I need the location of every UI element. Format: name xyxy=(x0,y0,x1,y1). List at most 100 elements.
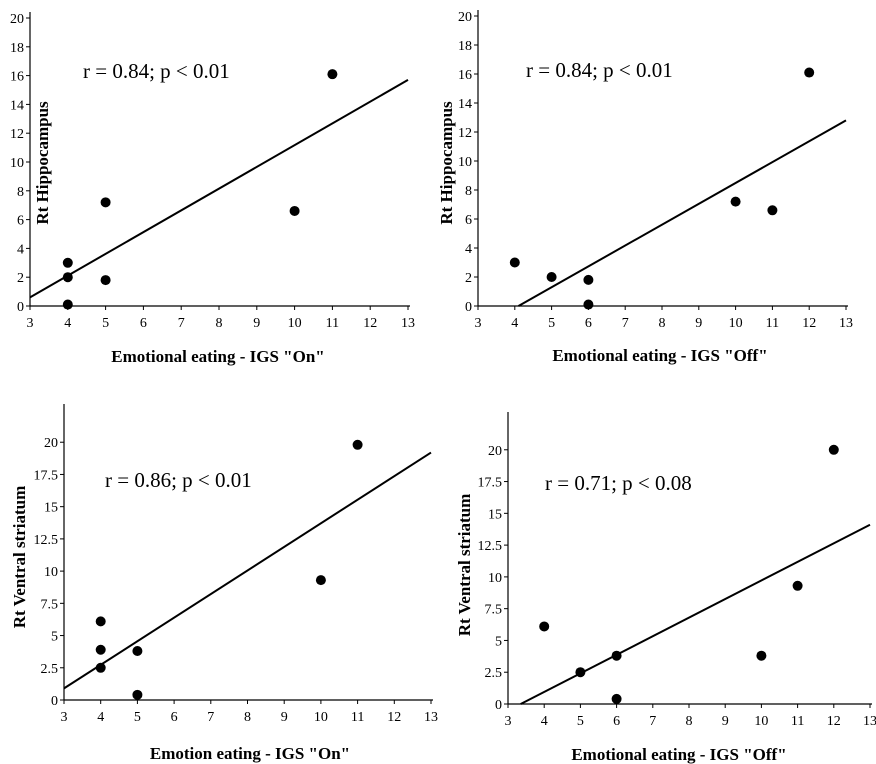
data-point xyxy=(828,444,839,455)
x-tick-label: 7 xyxy=(178,316,185,331)
y-tick-label: 7.5 xyxy=(485,603,503,618)
x-tick-label: 10 xyxy=(729,316,743,331)
y-tick-label: 14 xyxy=(10,98,24,113)
y-tick-label: 0 xyxy=(465,300,472,315)
y-tick-label: 20 xyxy=(488,444,502,459)
y-tick-label: 18 xyxy=(458,39,472,54)
y-tick-label: 16 xyxy=(458,68,472,83)
y-tick-label: 0 xyxy=(495,698,502,713)
regression-line xyxy=(517,119,847,307)
y-tick-label: 12.5 xyxy=(34,533,59,548)
y-tick-label: 15 xyxy=(488,507,502,522)
x-tick-label: 8 xyxy=(659,316,666,331)
y-tick-label: 17.5 xyxy=(34,468,59,483)
y-tick-label: 2 xyxy=(17,271,24,286)
x-tick-label: 9 xyxy=(281,710,288,725)
x-tick-label: 11 xyxy=(326,316,339,331)
scatter-panel-off-hippocampus: 0 2 4 6 8 10 12 14 16 18 20 3 4 5 6 7 8 9 10 11 12 13 r = 0.84… xyxy=(438,0,876,382)
y-tick-label: 6 xyxy=(465,213,472,228)
data-point xyxy=(315,575,326,586)
y-tick-label: 10 xyxy=(10,156,24,171)
y-axis-title: Rt Hippocampus xyxy=(438,101,456,225)
y-tick-label: 10 xyxy=(458,155,472,170)
data-point xyxy=(730,196,741,207)
x-tick-label: 12 xyxy=(387,710,401,725)
y-tick-label: 16 xyxy=(10,70,24,85)
data-point xyxy=(792,580,803,591)
y-tick-label: 0 xyxy=(17,300,24,315)
data-point xyxy=(583,299,594,310)
x-tick-label: 4 xyxy=(511,316,518,331)
y-tick-label: 10 xyxy=(488,571,502,586)
y-tick-label: 8 xyxy=(17,185,24,200)
x-tick-label: 12 xyxy=(363,316,377,331)
x-tick-label: 11 xyxy=(351,710,364,725)
x-tick-label: 11 xyxy=(791,714,804,729)
y-tick-label: 2.5 xyxy=(485,666,503,681)
x-tick-label: 13 xyxy=(863,714,876,729)
x-tick-label: 4 xyxy=(97,710,104,725)
x-tick-label: 13 xyxy=(839,316,853,331)
x-tick-label: 13 xyxy=(424,710,438,725)
data-point xyxy=(289,205,300,216)
y-tick-label: 18 xyxy=(10,41,24,56)
x-tick-label: 13 xyxy=(401,316,415,331)
y-tick-label: 0 xyxy=(51,694,58,709)
y-tick-label: 15 xyxy=(44,501,58,516)
y-tick-label: 2 xyxy=(465,271,472,286)
y-tick-label: 4 xyxy=(465,242,472,257)
y-tick-label: 5 xyxy=(51,630,58,645)
x-tick-label: 6 xyxy=(171,710,178,725)
data-point xyxy=(95,644,106,655)
y-tick-label: 4 xyxy=(17,242,24,257)
data-point xyxy=(95,616,106,627)
correlation-annotation: r = 0.84; p < 0.01 xyxy=(526,58,673,82)
data-point xyxy=(132,646,143,657)
data-point xyxy=(352,439,363,450)
x-axis-title: Emotional eating - IGS "On" xyxy=(111,347,324,366)
data-point xyxy=(62,257,73,268)
x-tick-label: 3 xyxy=(505,714,512,729)
data-point xyxy=(132,689,143,700)
correlation-annotation: r = 0.71; p < 0.08 xyxy=(545,471,692,495)
x-tick-label: 8 xyxy=(686,714,693,729)
x-axis-title: Emotional eating - IGS "Off" xyxy=(552,346,767,365)
data-point xyxy=(327,69,338,80)
data-point xyxy=(62,299,73,310)
y-tick-label: 20 xyxy=(458,10,472,25)
y-tick-label: 20 xyxy=(44,436,58,451)
y-axis-title: Rt Ventral striatum xyxy=(10,486,29,629)
x-axis-title: Emotional eating - IGS "Off" xyxy=(571,745,786,764)
y-tick-label: 12 xyxy=(10,127,24,142)
data-point xyxy=(95,662,106,673)
x-tick-label: 7 xyxy=(649,714,656,729)
data-point xyxy=(575,667,586,678)
x-tick-label: 5 xyxy=(134,710,141,725)
data-point xyxy=(62,272,73,283)
y-tick-label: 14 xyxy=(458,97,472,112)
data-point xyxy=(100,197,111,208)
scatter-panel-on-hippocampus: 0 2 4 6 8 10 12 14 16 18 20 3 4 5 6 7 8 9 10 11 12 13 r = 0.84… xyxy=(0,0,438,382)
x-tick-label: 9 xyxy=(695,316,702,331)
data-point xyxy=(767,205,778,216)
regression-line xyxy=(29,79,409,299)
x-tick-label: 9 xyxy=(722,714,729,729)
data-point xyxy=(546,272,557,282)
y-tick-label: 7.5 xyxy=(41,597,59,612)
x-tick-label: 4 xyxy=(64,316,71,331)
x-tick-label: 6 xyxy=(585,316,592,331)
scatter-plot: 0 2 4 6 8 10 12 14 16 18 20 3 4 5 6 7 8 9 10 11 12 13 r = 0.84… xyxy=(438,10,853,365)
data-point xyxy=(611,650,622,661)
regression-line xyxy=(63,451,432,690)
x-tick-label: 7 xyxy=(622,316,629,331)
x-tick-label: 6 xyxy=(140,316,147,331)
x-tick-label: 3 xyxy=(475,316,482,331)
y-tick-label: 10 xyxy=(44,565,58,580)
y-tick-label: 20 xyxy=(10,12,24,27)
x-tick-label: 7 xyxy=(207,710,214,725)
y-tick-label: 12.5 xyxy=(478,539,503,554)
x-tick-label: 12 xyxy=(827,714,841,729)
y-tick-label: 12 xyxy=(458,126,472,141)
x-tick-label: 3 xyxy=(27,316,34,331)
data-point xyxy=(611,693,622,704)
